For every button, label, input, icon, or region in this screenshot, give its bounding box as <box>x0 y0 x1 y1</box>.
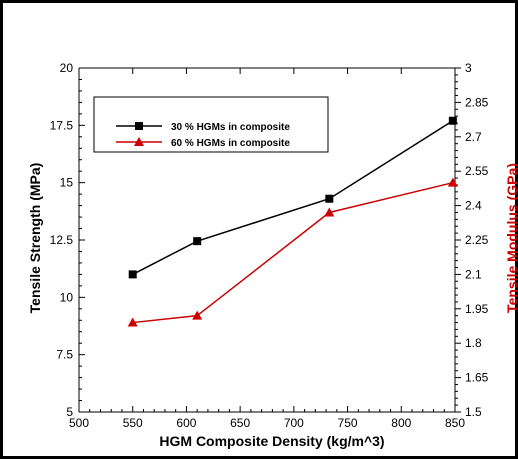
right-y-tick-label: 1.8 <box>465 336 482 350</box>
legend-label-series-1: 30 % HGMs in composite <box>171 122 290 133</box>
legend-marker-series-2 <box>134 137 144 146</box>
right-y-tick-label: 1.65 <box>465 371 489 385</box>
x-tick-label: 750 <box>338 416 358 430</box>
data-point-series-2 <box>192 310 203 320</box>
right-y-tick-label: 2.55 <box>465 164 489 178</box>
data-point-series-1 <box>128 270 137 279</box>
data-point-series-1 <box>325 194 334 203</box>
right-y-tick-label: 2.25 <box>465 233 489 247</box>
x-tick-label: 800 <box>391 416 411 430</box>
left-y-axis-title: Tensile Strength (MPa) <box>27 163 43 314</box>
x-tick-label: 500 <box>69 416 89 430</box>
legend-marker-series-1 <box>135 122 143 130</box>
legend-label-series-2: 60 % HGMs in composite <box>171 138 290 149</box>
x-tick-label: 850 <box>445 416 465 430</box>
right-y-tick-label: 3 <box>465 61 472 75</box>
data-point-series-2 <box>324 207 335 217</box>
x-tick-label: 650 <box>230 416 250 430</box>
right-y-tick-label: 2.4 <box>465 199 482 213</box>
right-y-tick-label: 1.95 <box>465 302 489 316</box>
series-line-2 <box>132 181 454 324</box>
left-y-tick-label: 17.5 <box>50 118 74 132</box>
left-y-tick-label: 20 <box>60 61 74 75</box>
left-y-tick-label: 12.5 <box>50 233 74 247</box>
x-tick-label: 600 <box>176 416 196 430</box>
data-point-series-2 <box>127 317 138 327</box>
left-y-tick-label: 10 <box>60 290 74 304</box>
data-point-series-2 <box>447 177 458 187</box>
x-tick-label: 700 <box>284 416 304 430</box>
series-line-1 <box>132 120 454 276</box>
right-y-tick-label: 2.85 <box>465 95 489 109</box>
legend-box <box>93 96 329 153</box>
data-point-series-1 <box>193 237 202 246</box>
right-y-tick-label: 2.1 <box>465 267 482 281</box>
right-y-tick-label: 2.7 <box>465 130 482 144</box>
x-axis-title: HGM Composite Density (kg/m^3) <box>159 433 384 449</box>
x-tick-label: 550 <box>123 416 143 430</box>
legend: 30 % HGMs in composite 60 % HGMs in comp… <box>93 96 329 153</box>
left-y-tick-label: 5 <box>66 405 73 419</box>
right-y-tick-label: 1.5 <box>465 405 482 419</box>
right-y-axis-title: Tensile Modulus (GPa) <box>504 163 518 313</box>
data-point-series-1 <box>448 116 457 125</box>
left-y-tick-label: 15 <box>60 176 74 190</box>
left-y-tick-label: 7.5 <box>56 348 73 362</box>
